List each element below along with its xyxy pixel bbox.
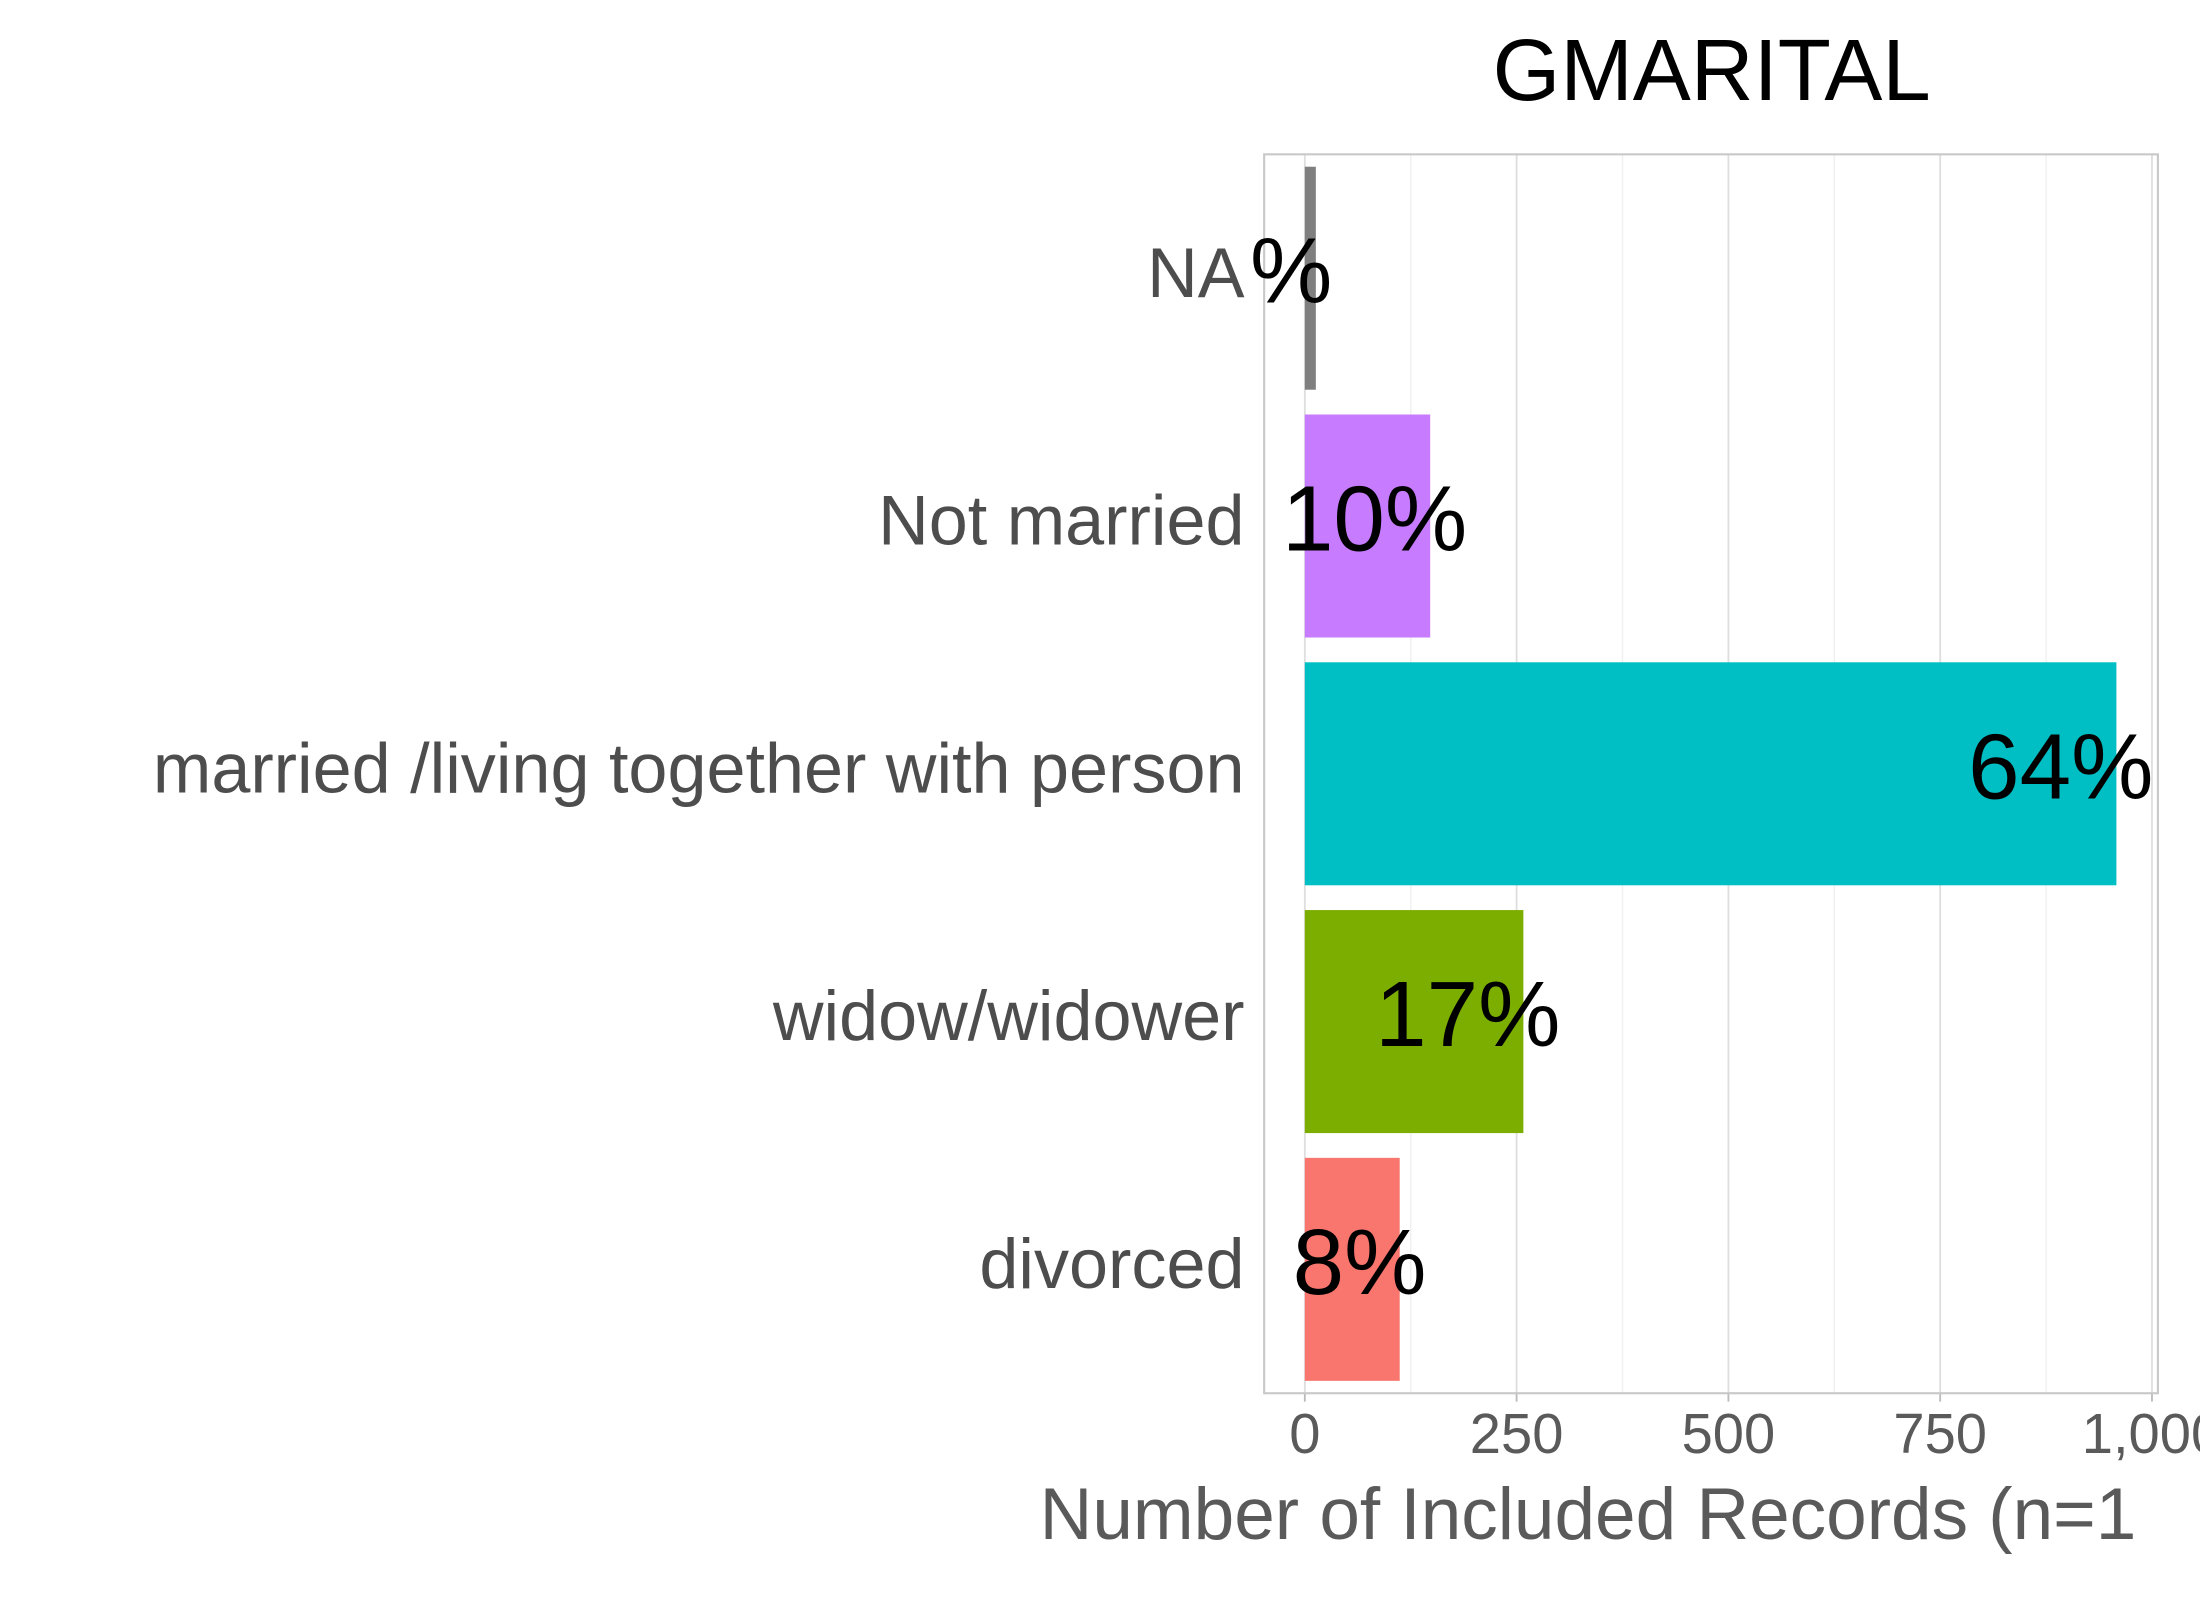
chart-title: GMARITAL [1493,22,1931,119]
percent-label: 10% [1282,466,1467,570]
y-tick-label: divorced [979,1224,1244,1303]
bar [1304,414,1431,638]
y-tick-label: Not married [878,481,1244,560]
x-tick-label: 250 [1470,1402,1564,1465]
y-tick-label: married /living together with person [153,728,1245,807]
percent-label: % [1250,219,1332,323]
x-tick-label: 0 [1289,1402,1320,1465]
percent-label: 8% [1293,1210,1427,1314]
x-tick-label: 500 [1682,1402,1776,1465]
x-axis-title: Number of Included Records (n=1 [1040,1474,2137,1555]
bar [1304,166,1316,390]
bar [1304,910,1524,1134]
bar [1304,1157,1400,1381]
percent-label: 17% [1375,962,1560,1066]
bar [1304,662,2117,886]
x-tick-label: 750 [1893,1402,1987,1465]
x-tick-label: 1,000 [2082,1402,2200,1465]
y-tick-label: NA [1147,233,1245,312]
y-tick-label: widow/widower [772,976,1245,1055]
percent-label: 64% [1968,714,2153,818]
plot-border [1263,153,2159,1395]
